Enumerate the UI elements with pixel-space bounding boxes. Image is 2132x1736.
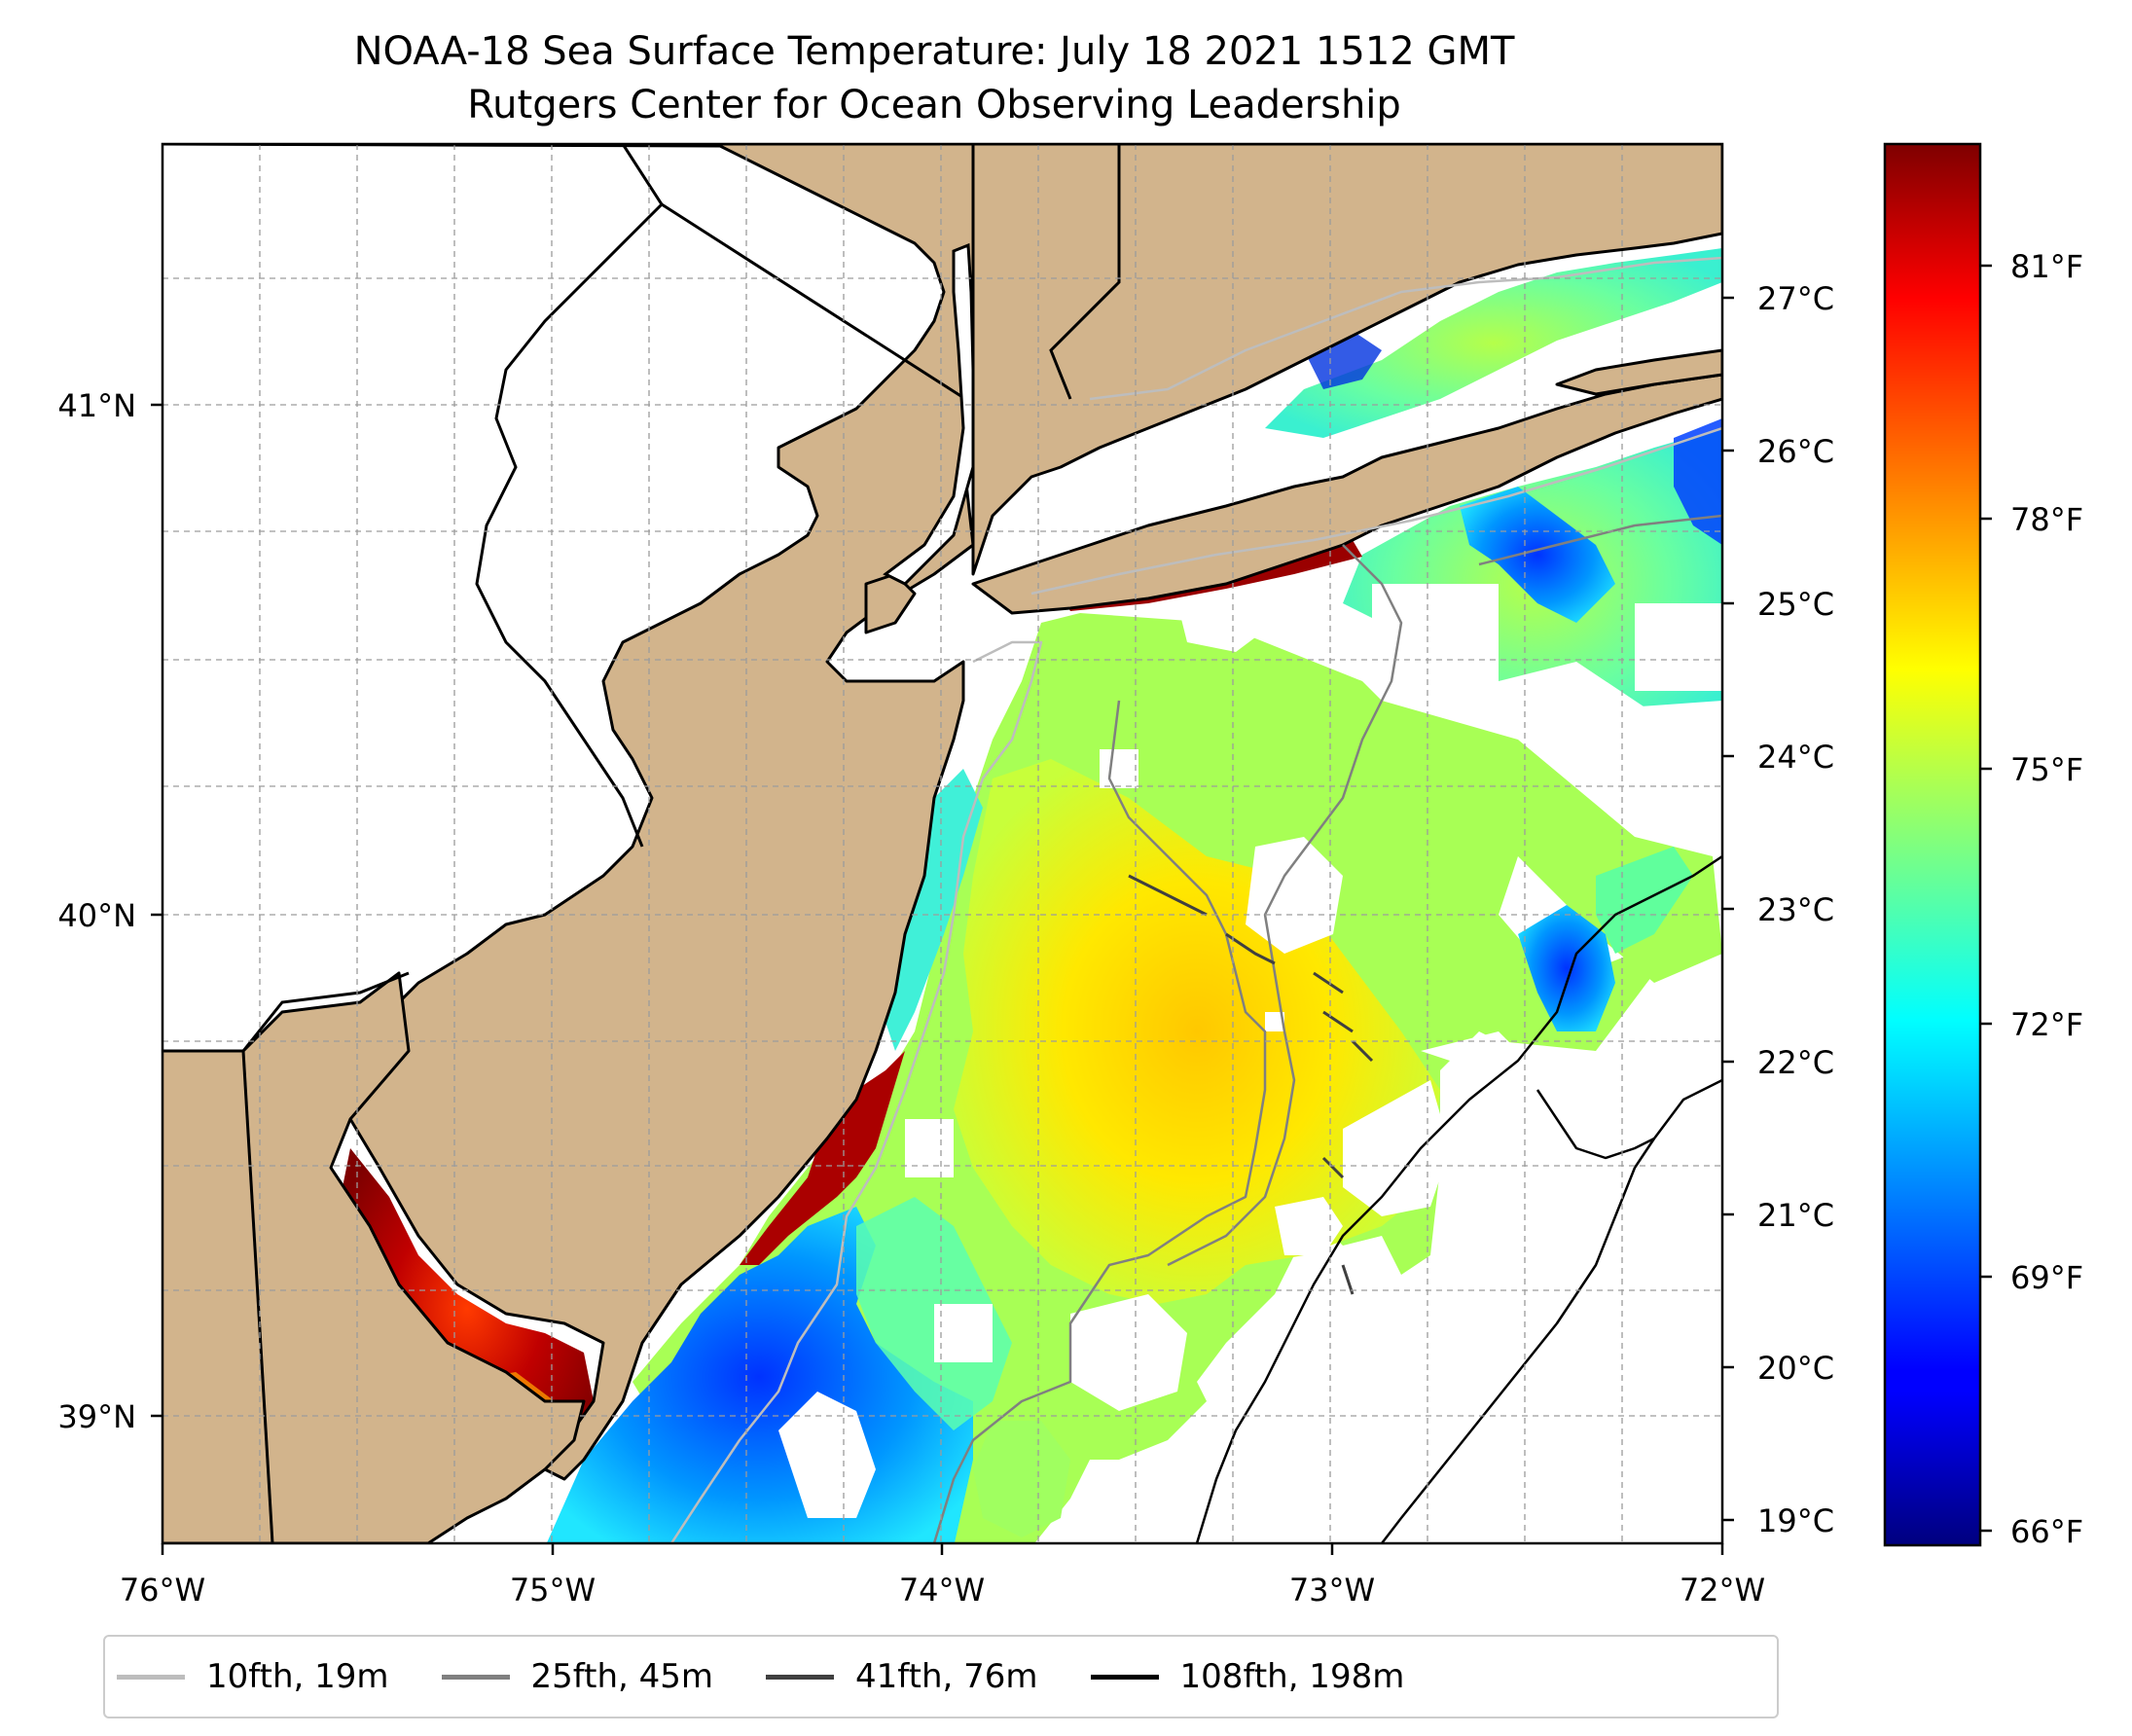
legend-swatch — [766, 1674, 835, 1680]
celsius-tick-label: 19°C — [1757, 1502, 1834, 1539]
colorbar — [1883, 142, 1982, 1547]
state-borders — [163, 144, 1121, 1543]
contour-41fth — [1128, 874, 1374, 1295]
x-tick-label: 74°W — [899, 1572, 985, 1609]
border-pa-de — [163, 971, 410, 1053]
contour-108fth-b — [1381, 1078, 1722, 1543]
legend-swatch — [441, 1674, 510, 1680]
colorbar-ticks — [1980, 264, 1992, 1533]
fahrenheit-tick-label: 81°F — [2010, 248, 2083, 285]
land-peconic-forks — [1555, 348, 1722, 396]
legend-label: 108fth, 198m — [1179, 1657, 1405, 1696]
fahrenheit-tick-label: 69°F — [2010, 1259, 2083, 1296]
celsius-tick-label: 20°C — [1757, 1350, 1834, 1387]
legend-swatch — [1090, 1674, 1159, 1680]
contour-10fth — [669, 640, 1043, 1543]
sst-region-east-cold — [1518, 905, 1615, 1031]
land-connecticut — [971, 144, 1722, 576]
sst-long-island-sound — [1265, 248, 1722, 438]
legend-item-41fth: 41fth, 76m — [766, 1657, 1038, 1696]
sst-nj-bays — [740, 1051, 905, 1265]
legend-swatch — [117, 1674, 185, 1680]
x-tick-label: 72°W — [1680, 1572, 1765, 1609]
celsius-tick-label: 24°C — [1757, 739, 1834, 776]
border-ny-ct — [1049, 144, 1121, 400]
legend-item-25fth: 25fth, 45m — [441, 1657, 714, 1696]
x-tick-labels: 76°W 75°W 74°W 73°W 72°W — [120, 1572, 1765, 1609]
fahrenheit-tick-label: 72°F — [2010, 1006, 2083, 1043]
contour-108fth-c — [1536, 1089, 1655, 1160]
chart-title-line1: NOAA-18 Sea Surface Temperature: July 18… — [354, 29, 1515, 74]
hudson-river — [883, 242, 975, 586]
fahrenheit-tick-label: 78°F — [2010, 501, 2083, 538]
celsius-tick-label: 23°C — [1757, 891, 1834, 928]
contour-10fth-li — [1030, 426, 1722, 596]
y-tick-label: 39°N — [57, 1398, 136, 1435]
legend-item-108fth: 108fth, 198m — [1090, 1657, 1405, 1696]
contour-legend: 10fth, 19m 25fth, 45m 41fth, 76m 108fth,… — [103, 1635, 1779, 1718]
celsius-tick-label: 26°C — [1757, 433, 1834, 470]
celsius-tick-label: 25°C — [1757, 586, 1834, 623]
sst-region-ne-cold — [1460, 487, 1615, 623]
land-long-island — [971, 373, 1722, 615]
border-nj-pa — [475, 144, 664, 848]
land-delmarva — [163, 971, 586, 1543]
sst-region-ne-cold2 — [1674, 418, 1722, 545]
no-data-gaps — [778, 584, 1722, 1518]
map-area — [163, 144, 1722, 1543]
gridlines — [163, 144, 1722, 1543]
bathymetry-contours — [669, 256, 1722, 1543]
contour-25fth-ne — [1478, 514, 1722, 566]
celsius-tick-label: 27°C — [1757, 280, 1834, 317]
y-tick-label: 41°N — [57, 387, 136, 424]
border-nj-ny — [661, 202, 974, 406]
legend-label: 41fth, 76m — [855, 1657, 1038, 1696]
fahrenheit-tick-labels: 81°F 78°F 75°F 72°F 69°F 66°F — [2010, 248, 2083, 1550]
legend-item-10fth: 10fth, 19m — [117, 1657, 389, 1696]
celsius-tick-label: 21°C — [1757, 1197, 1834, 1234]
sst-region-nj-nearshore — [876, 769, 983, 1051]
celsius-tick-labels: 27°C 26°C 25°C 24°C 23°C 22°C 21°C 20°C … — [1757, 280, 1834, 1539]
sst-region-se-patch — [973, 1421, 1070, 1537]
contour-108fth — [1195, 854, 1722, 1543]
border-de-md — [241, 1050, 274, 1543]
contour-25fth-b — [1167, 544, 1403, 1267]
x-tick-label: 75°W — [510, 1572, 596, 1609]
celsius-tick-label: 22°C — [1757, 1044, 1834, 1081]
legend-label: 25fth, 45m — [530, 1657, 714, 1696]
chart-title-line2: Rutgers Center for Ocean Observing Leade… — [467, 83, 1401, 127]
axis-ticks — [151, 296, 1734, 1555]
legend-label: 10fth, 19m — [206, 1657, 389, 1696]
fahrenheit-tick-label: 75°F — [2010, 751, 2083, 788]
sst-region-warm — [954, 759, 1440, 1304]
contour-25fth — [932, 700, 1267, 1543]
y-tick-label: 40°N — [57, 897, 136, 934]
x-tick-label: 76°W — [120, 1572, 205, 1609]
x-tick-label: 73°W — [1289, 1572, 1375, 1609]
fahrenheit-tick-label: 66°F — [2010, 1513, 2083, 1550]
y-tick-labels: 41°N 40°N 39°N — [57, 387, 136, 1435]
